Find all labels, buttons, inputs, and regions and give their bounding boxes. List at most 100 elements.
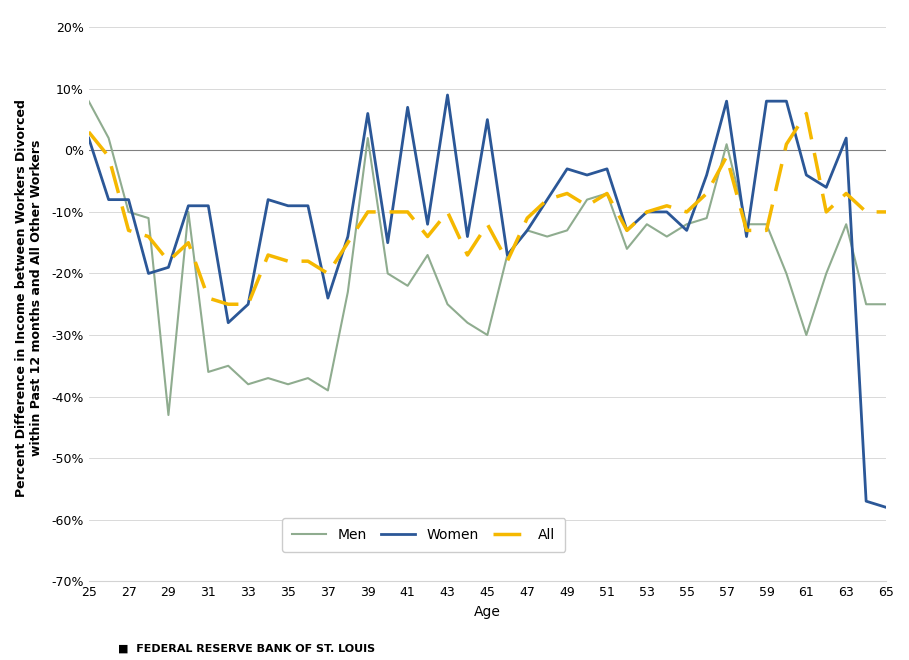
Men bbox=[84, 97, 95, 105]
Women bbox=[203, 202, 214, 210]
Women bbox=[821, 183, 832, 191]
Women bbox=[562, 165, 573, 173]
Women bbox=[622, 226, 633, 234]
Women bbox=[183, 202, 194, 210]
All bbox=[881, 208, 892, 216]
Women bbox=[263, 195, 274, 203]
Women bbox=[462, 232, 473, 240]
All bbox=[841, 189, 852, 197]
All bbox=[442, 208, 453, 216]
Men bbox=[662, 232, 673, 240]
Women bbox=[642, 208, 653, 216]
All bbox=[263, 251, 274, 259]
Legend: Men, Women, All: Men, Women, All bbox=[282, 518, 565, 552]
All bbox=[502, 257, 513, 265]
Men bbox=[422, 251, 433, 259]
Women bbox=[223, 319, 234, 327]
Women bbox=[662, 208, 673, 216]
Women bbox=[283, 202, 294, 210]
All bbox=[602, 189, 613, 197]
All bbox=[104, 152, 115, 160]
All bbox=[283, 257, 294, 265]
Men bbox=[741, 220, 752, 228]
Women bbox=[482, 115, 493, 123]
Women bbox=[522, 226, 533, 234]
Men bbox=[442, 300, 453, 308]
Men bbox=[761, 220, 772, 228]
All bbox=[562, 189, 573, 197]
All bbox=[642, 208, 653, 216]
Men bbox=[801, 331, 812, 339]
Men bbox=[562, 226, 573, 234]
Men bbox=[104, 134, 115, 142]
Women bbox=[104, 195, 115, 203]
Women bbox=[721, 97, 732, 105]
All bbox=[781, 141, 792, 148]
All bbox=[303, 257, 314, 265]
Women bbox=[542, 195, 553, 203]
Men bbox=[502, 251, 513, 259]
Men bbox=[522, 226, 533, 234]
Men bbox=[203, 368, 214, 376]
All bbox=[243, 300, 254, 308]
All bbox=[662, 202, 673, 210]
Line: All: All bbox=[89, 114, 886, 304]
Men bbox=[542, 232, 553, 240]
All bbox=[542, 195, 553, 203]
Men bbox=[881, 300, 892, 308]
Y-axis label: Percent Difference in Income between Workers Divorced
within Past 12 months and : Percent Difference in Income between Wor… bbox=[15, 99, 43, 497]
Women bbox=[84, 134, 95, 142]
Men bbox=[841, 220, 852, 228]
Men bbox=[642, 220, 653, 228]
Men bbox=[223, 362, 234, 370]
Men bbox=[402, 282, 413, 290]
Men bbox=[622, 245, 633, 253]
All bbox=[741, 226, 752, 234]
Women bbox=[383, 239, 394, 247]
All bbox=[363, 208, 374, 216]
All bbox=[622, 226, 633, 234]
All bbox=[223, 300, 234, 308]
Women bbox=[502, 251, 513, 259]
Men bbox=[861, 300, 872, 308]
Men bbox=[143, 214, 154, 222]
Men bbox=[283, 380, 294, 388]
Women bbox=[602, 165, 613, 173]
Women bbox=[701, 171, 712, 179]
Men bbox=[681, 220, 692, 228]
Women bbox=[841, 134, 852, 142]
Women bbox=[363, 110, 374, 117]
Women bbox=[582, 171, 593, 179]
Women bbox=[163, 263, 174, 271]
Men bbox=[721, 141, 732, 148]
All bbox=[801, 110, 812, 117]
Men bbox=[701, 214, 712, 222]
All bbox=[203, 294, 214, 302]
All bbox=[84, 128, 95, 136]
Men bbox=[123, 208, 134, 216]
All bbox=[761, 226, 772, 234]
Men bbox=[482, 331, 493, 339]
Women bbox=[422, 220, 433, 228]
Women bbox=[761, 97, 772, 105]
All bbox=[582, 202, 593, 210]
Men bbox=[383, 269, 394, 277]
Men bbox=[343, 288, 354, 296]
All bbox=[861, 208, 872, 216]
All bbox=[821, 208, 832, 216]
Line: Men: Men bbox=[89, 101, 886, 415]
All bbox=[183, 239, 194, 247]
Women bbox=[681, 226, 692, 234]
Women bbox=[861, 497, 872, 505]
Men bbox=[243, 380, 254, 388]
Women bbox=[143, 269, 154, 277]
Men bbox=[582, 195, 593, 203]
X-axis label: Age: Age bbox=[474, 605, 501, 618]
Line: Women: Women bbox=[89, 95, 886, 508]
Men bbox=[821, 269, 832, 277]
Women bbox=[243, 300, 254, 308]
Women bbox=[442, 91, 453, 99]
Men bbox=[363, 134, 374, 142]
Women bbox=[741, 232, 752, 240]
Women bbox=[881, 504, 892, 512]
